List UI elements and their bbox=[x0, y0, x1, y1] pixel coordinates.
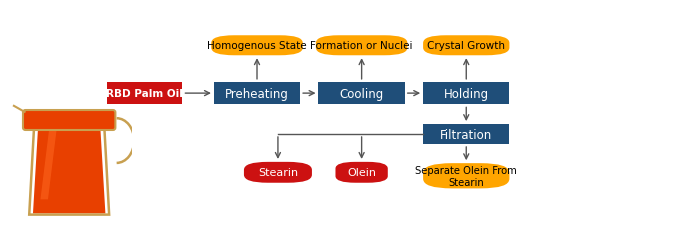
Text: RBD Palm Oil: RBD Palm Oil bbox=[106, 89, 183, 99]
Text: Cooling: Cooling bbox=[340, 87, 384, 100]
Text: Homogenous State: Homogenous State bbox=[207, 41, 307, 51]
Text: Separate Olein From
Stearin: Separate Olein From Stearin bbox=[415, 165, 517, 187]
FancyBboxPatch shape bbox=[423, 163, 510, 189]
Text: Preheating: Preheating bbox=[225, 87, 289, 100]
Text: Olein: Olein bbox=[347, 168, 376, 178]
FancyBboxPatch shape bbox=[244, 162, 312, 183]
FancyBboxPatch shape bbox=[423, 36, 510, 56]
Text: Crystal Growth: Crystal Growth bbox=[427, 41, 506, 51]
Text: Formation or Nuclei: Formation or Nuclei bbox=[310, 41, 413, 51]
Polygon shape bbox=[33, 129, 105, 214]
FancyBboxPatch shape bbox=[423, 82, 510, 105]
FancyBboxPatch shape bbox=[316, 36, 408, 56]
Text: Stearin: Stearin bbox=[258, 168, 298, 178]
FancyBboxPatch shape bbox=[107, 82, 182, 105]
FancyBboxPatch shape bbox=[423, 124, 510, 144]
FancyBboxPatch shape bbox=[211, 36, 303, 56]
FancyBboxPatch shape bbox=[214, 82, 300, 105]
FancyBboxPatch shape bbox=[335, 162, 387, 183]
Polygon shape bbox=[40, 129, 57, 199]
FancyBboxPatch shape bbox=[23, 110, 115, 130]
FancyBboxPatch shape bbox=[319, 82, 405, 105]
Text: Holding: Holding bbox=[443, 87, 489, 100]
Text: Filtration: Filtration bbox=[440, 128, 492, 141]
